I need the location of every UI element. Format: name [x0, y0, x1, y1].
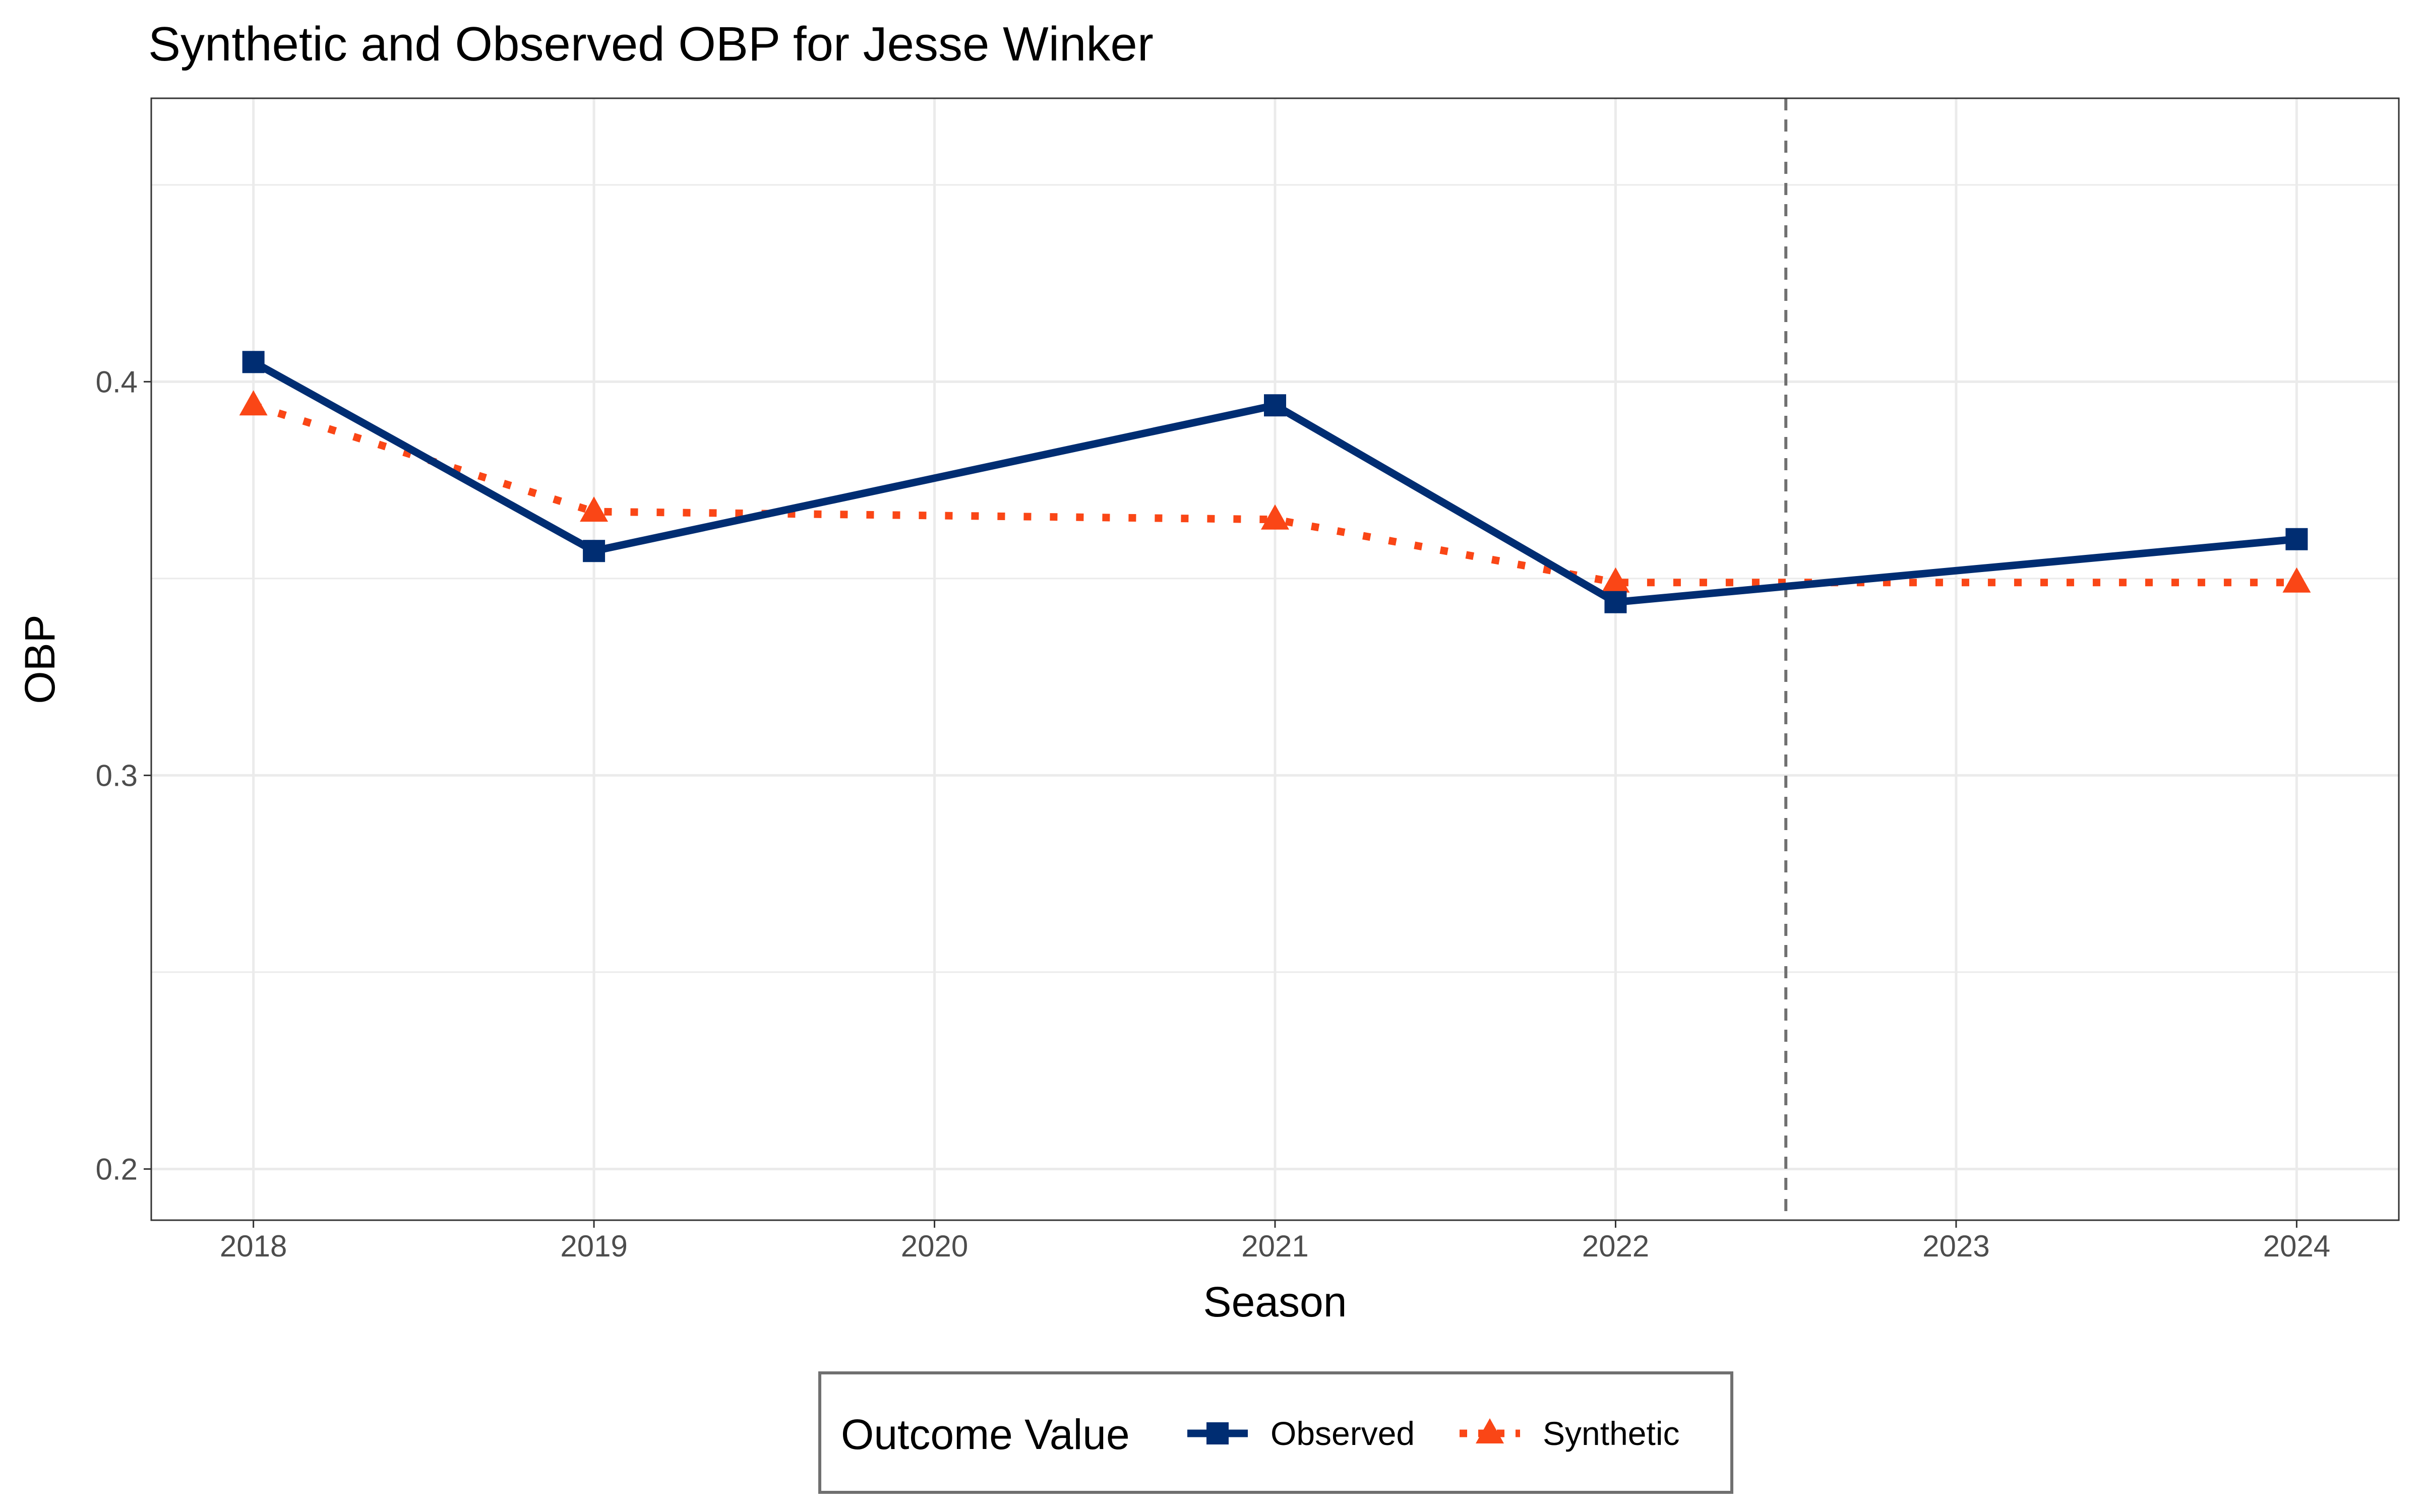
data-point-observed: [1604, 591, 1627, 613]
data-point-observed: [1264, 394, 1286, 417]
data-point-synthetic: [239, 390, 268, 416]
y-tick-label: 0.2: [96, 1152, 138, 1186]
series-layer: [239, 351, 2311, 613]
data-point-observed: [242, 351, 265, 373]
x-tick-label: 2023: [1922, 1229, 1989, 1263]
x-tick-label: 2018: [220, 1229, 287, 1263]
chart-title: Synthetic and Observed OBP for Jesse Win…: [148, 17, 1154, 71]
x-tick-label: 2024: [2263, 1229, 2330, 1263]
data-point-synthetic: [580, 496, 609, 522]
x-tick-label: 2021: [1241, 1229, 1308, 1263]
legend-title: Outcome Value: [841, 1411, 1130, 1458]
legend-key-marker-observed: [1206, 1422, 1229, 1444]
x-tick-label: 2019: [560, 1229, 627, 1263]
legend-box: [818, 1371, 1733, 1494]
x-tick-label: 2022: [1582, 1229, 1649, 1263]
y-tick-label: 0.4: [96, 365, 138, 399]
x-tick-label: 2020: [901, 1229, 968, 1263]
legend-label-observed: Observed: [1270, 1415, 1415, 1452]
x-axis-title: Season: [1203, 1278, 1347, 1326]
y-axis-title: OBP: [16, 614, 64, 704]
legend-key-marker-synthetic: [1476, 1418, 1504, 1443]
axis-layer: 0.2 0.3 0.4 2018 2019 2020 2021 2022 2023 2024: [96, 365, 2331, 1263]
data-point-synthetic: [1601, 567, 1630, 593]
legend-label-synthetic: Synthetic: [1543, 1415, 1679, 1452]
legend-items: Observed Synthetic: [1187, 1415, 1679, 1452]
data-point-observed: [583, 540, 606, 562]
grid-layer: [151, 98, 2399, 1220]
y-tick-label: 0.3: [96, 759, 138, 792]
legend: Outcome Value Observed Synthetic: [818, 1371, 1733, 1494]
series-line-synthetic: [252, 402, 2297, 587]
data-point-observed: [2285, 528, 2308, 550]
data-point-synthetic: [2282, 567, 2311, 593]
data-point-synthetic: [1261, 504, 1289, 530]
